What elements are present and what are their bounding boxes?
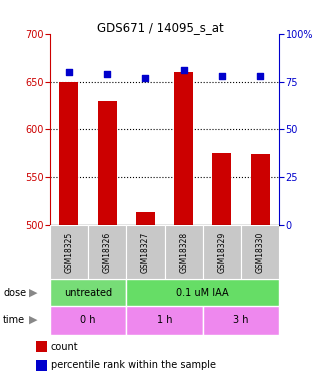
Bar <box>126 306 203 334</box>
Bar <box>36 360 47 370</box>
Point <box>219 73 224 79</box>
Bar <box>241 225 279 279</box>
Text: untreated: untreated <box>64 288 112 297</box>
Bar <box>59 82 78 225</box>
Bar <box>126 225 164 279</box>
Text: GSM18326: GSM18326 <box>103 231 112 273</box>
Point <box>257 73 263 79</box>
Text: ▶: ▶ <box>30 315 38 325</box>
Text: GSM18330: GSM18330 <box>256 231 265 273</box>
Bar <box>126 279 279 306</box>
Bar <box>50 225 88 279</box>
Bar <box>36 341 47 352</box>
Text: GDS671 / 14095_s_at: GDS671 / 14095_s_at <box>97 21 224 34</box>
Point <box>143 75 148 81</box>
Point <box>66 69 72 75</box>
Text: GSM18325: GSM18325 <box>65 231 74 273</box>
Text: GSM18329: GSM18329 <box>217 231 226 273</box>
Bar <box>50 306 126 334</box>
Text: 3 h: 3 h <box>233 315 249 325</box>
Bar <box>98 101 117 225</box>
Text: 0.1 uM IAA: 0.1 uM IAA <box>177 288 229 297</box>
Bar <box>203 225 241 279</box>
Bar <box>50 279 126 306</box>
Bar <box>136 211 155 225</box>
Bar <box>174 72 193 225</box>
Text: ▶: ▶ <box>30 288 38 297</box>
Bar <box>203 306 279 334</box>
Text: 0 h: 0 h <box>80 315 96 325</box>
Text: GSM18327: GSM18327 <box>141 231 150 273</box>
Text: dose: dose <box>3 288 26 297</box>
Text: GSM18328: GSM18328 <box>179 232 188 273</box>
Point <box>181 67 186 73</box>
Bar <box>251 154 270 225</box>
Bar <box>88 225 126 279</box>
Text: 1 h: 1 h <box>157 315 172 325</box>
Text: time: time <box>3 315 25 325</box>
Point <box>105 71 110 77</box>
Text: percentile rank within the sample: percentile rank within the sample <box>51 360 216 370</box>
Text: count: count <box>51 342 79 351</box>
Bar <box>212 153 231 225</box>
Bar <box>164 225 203 279</box>
